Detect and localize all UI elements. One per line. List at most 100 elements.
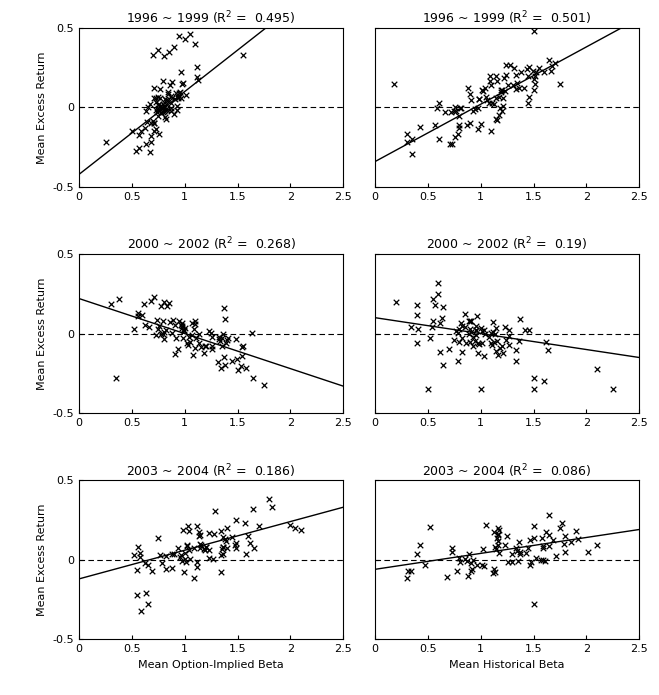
Point [497, 341, 507, 352]
Point [169, 349, 180, 360]
Point [536, 532, 547, 543]
Point [474, 338, 484, 350]
Point [130, 146, 141, 157]
Point [487, 97, 498, 108]
Point [136, 605, 146, 616]
Point [501, 59, 512, 70]
Point [175, 549, 186, 560]
Point [470, 103, 480, 114]
Point [154, 93, 165, 104]
Point [496, 84, 507, 95]
Point [438, 302, 448, 313]
Point [285, 519, 296, 530]
Point [538, 555, 549, 566]
Point [501, 334, 511, 345]
Point [190, 342, 200, 353]
Point [133, 142, 144, 154]
Point [241, 548, 252, 559]
Point [177, 322, 187, 333]
Point [529, 373, 539, 384]
Point [214, 332, 225, 343]
Point [465, 95, 476, 106]
Point [476, 325, 487, 336]
Point [156, 301, 166, 312]
Point [132, 542, 143, 553]
Point [248, 503, 259, 514]
Point [460, 309, 471, 320]
Point [177, 79, 187, 90]
Point [428, 316, 438, 327]
Point [525, 534, 535, 546]
Point [411, 338, 422, 349]
Point [213, 357, 223, 368]
Point [158, 76, 169, 87]
Point [445, 138, 455, 149]
Point [184, 332, 194, 343]
Point [489, 336, 500, 348]
Point [237, 351, 248, 362]
Point [296, 525, 306, 536]
Point [159, 106, 169, 117]
Point [488, 99, 499, 110]
Point [486, 328, 496, 339]
Point [169, 548, 179, 559]
Point [478, 325, 489, 336]
Point [529, 26, 539, 37]
Title: 2000 ~ 2002 (R$^2$ =  0.268): 2000 ~ 2002 (R$^2$ = 0.268) [127, 236, 296, 254]
Point [491, 92, 501, 104]
Point [105, 298, 116, 309]
Point [471, 320, 481, 331]
Point [238, 341, 248, 352]
Point [155, 549, 165, 560]
Point [453, 111, 464, 122]
Point [438, 359, 448, 370]
Point [426, 322, 437, 333]
Point [448, 335, 459, 346]
Point [530, 71, 540, 82]
Point [486, 80, 496, 91]
Point [482, 95, 492, 106]
Point [220, 535, 231, 546]
Point [473, 124, 484, 135]
Point [210, 505, 220, 516]
Point [217, 341, 227, 352]
Title: 2000 ~ 2002 (R$^2$ =  0.19): 2000 ~ 2002 (R$^2$ = 0.19) [426, 236, 588, 254]
Point [401, 137, 412, 148]
Point [167, 314, 178, 325]
Point [474, 94, 484, 105]
Point [143, 321, 154, 332]
Point [503, 325, 514, 336]
Point [498, 72, 509, 83]
Point [498, 348, 509, 359]
Point [468, 105, 478, 116]
Point [190, 318, 200, 329]
Point [508, 80, 519, 91]
Point [465, 315, 475, 326]
Point [208, 528, 219, 539]
Point [515, 547, 526, 558]
Point [403, 565, 413, 576]
Point [159, 326, 169, 337]
Point [412, 300, 422, 311]
Point [465, 323, 475, 334]
Point [165, 317, 175, 328]
Point [461, 120, 472, 131]
Point [161, 113, 171, 124]
Point [491, 113, 501, 124]
Point [290, 523, 301, 534]
Point [141, 588, 152, 599]
Point [455, 102, 466, 113]
Point [471, 325, 482, 336]
Point [208, 553, 219, 564]
Point [179, 323, 190, 334]
Point [151, 329, 161, 340]
Point [158, 99, 169, 110]
Point [159, 333, 169, 344]
Point [223, 333, 233, 344]
Point [453, 356, 463, 367]
Point [479, 560, 490, 571]
Title: 1996 ~ 1999 (R$^2$ =  0.501): 1996 ~ 1999 (R$^2$ = 0.501) [422, 10, 592, 27]
Point [182, 540, 192, 551]
Point [151, 97, 161, 108]
Point [264, 493, 275, 505]
